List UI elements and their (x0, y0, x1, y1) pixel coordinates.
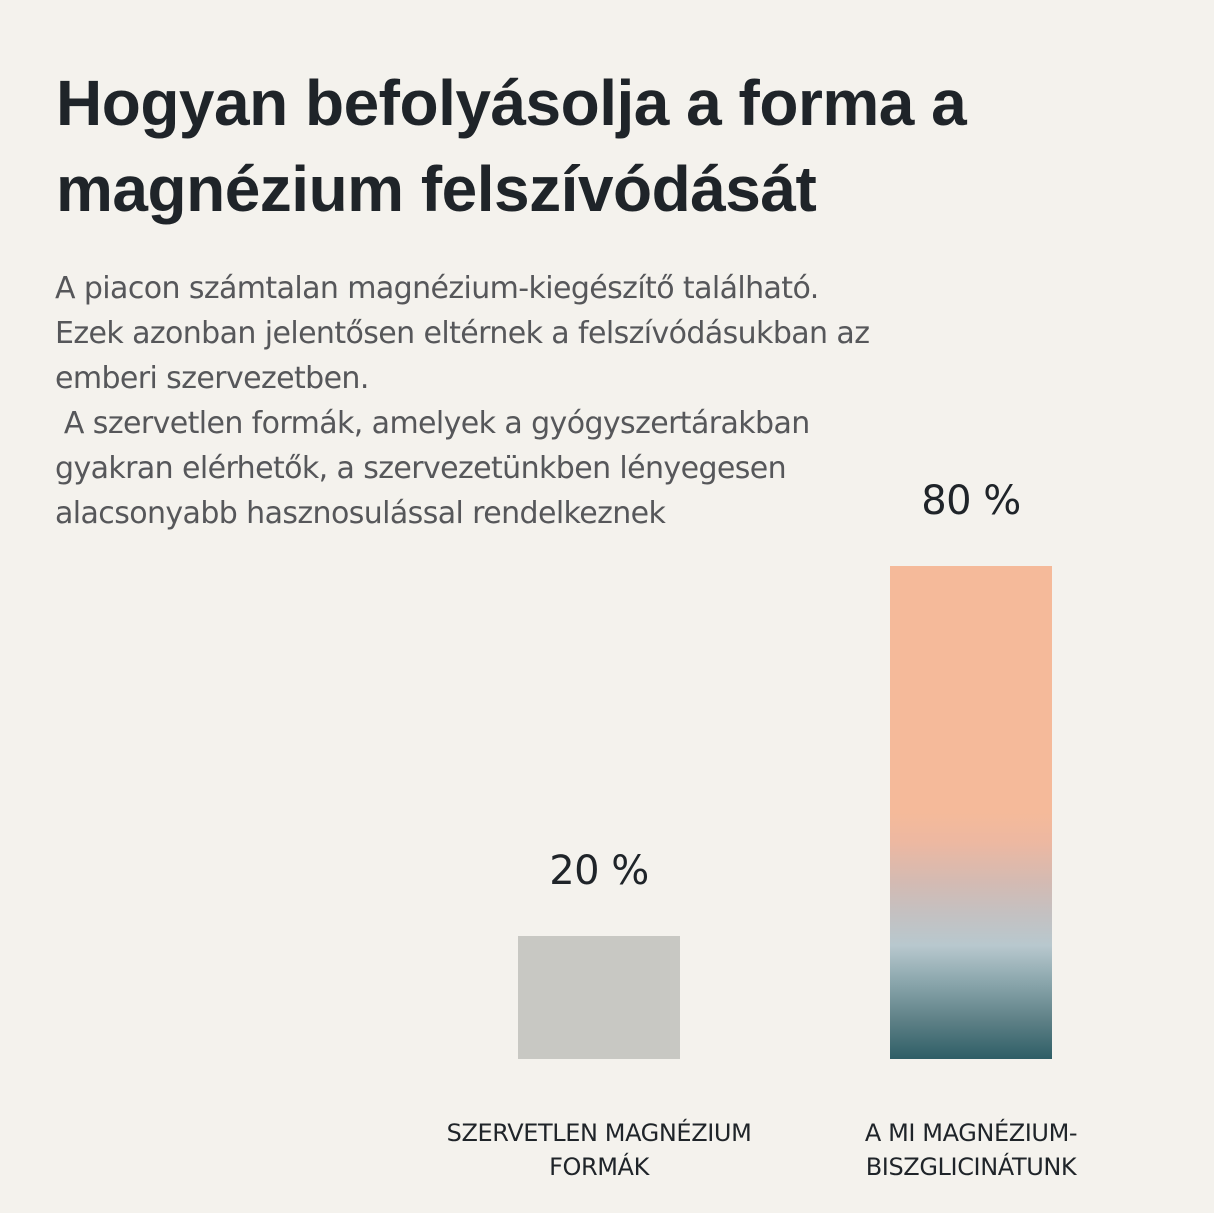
description-line: Ezek azonban jelentősen eltérnek a felsz… (55, 316, 870, 351)
category-label-line: SZERVETLEN MAGNÉZIUM (446, 1119, 752, 1147)
category-label-bisglycinate: A MI MAGNÉZIUM- BISZGLICINÁTUNK (781, 1116, 1161, 1184)
bar-magnesium-bisglycinate (890, 566, 1052, 1059)
page-title: Hogyan befolyásolja a forma a magnézium … (56, 60, 1106, 232)
category-label-line: A MI MAGNÉZIUM- (864, 1119, 1078, 1147)
description: A piacon számtalan magnézium-kiegészítő … (55, 266, 985, 536)
category-label-inorganic: SZERVETLEN MAGNÉZIUM FORMÁK (409, 1116, 789, 1184)
description-line: gyakran elérhetők, a szervezetünkben lén… (55, 451, 787, 486)
bar-inorganic-magnesium (518, 936, 680, 1059)
bar-value-label-bisglycinate: 80 % (921, 478, 1021, 524)
description-line: emberi szervezetben. (55, 361, 369, 396)
title-line-1: Hogyan befolyásolja a forma a (56, 67, 967, 139)
category-label-line: FORMÁK (549, 1153, 649, 1181)
bar-value-label-inorganic: 20 % (549, 848, 649, 894)
description-line: A piacon számtalan magnézium-kiegészítő … (55, 271, 819, 306)
title-line-2: magnézium felszívódását (56, 153, 817, 225)
description-line: alacsonyabb hasznosulással rendelkeznek (55, 496, 666, 531)
description-line: A szervetlen formák, amelyek a gyógyszer… (55, 406, 810, 441)
category-label-line: BISZGLICINÁTUNK (865, 1153, 1077, 1181)
